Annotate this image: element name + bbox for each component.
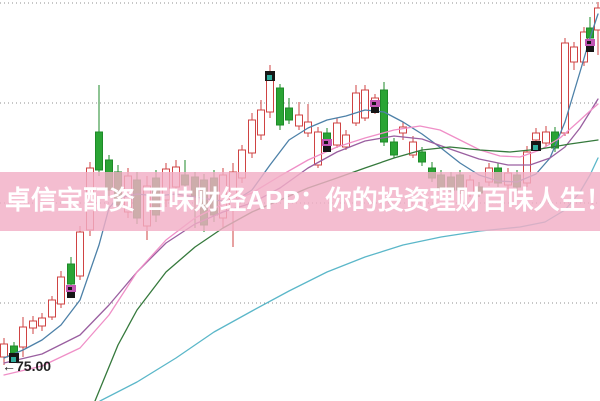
candle-down [276, 84, 284, 130]
candle-up [162, 163, 170, 207]
candle-up [409, 136, 417, 158]
candle-up [48, 296, 56, 320]
trade-marker-icon [370, 100, 380, 113]
candle-up [570, 42, 578, 70]
candle-up [86, 162, 94, 236]
candle-up [466, 175, 474, 197]
trade-marker-icon [265, 71, 275, 81]
ma-line-medium [3, 98, 599, 364]
trade-marker-icon [585, 39, 595, 52]
ma-line-pink [3, 103, 599, 376]
candles [0, 2, 600, 365]
candle-up [238, 145, 246, 183]
candle-down [105, 155, 113, 196]
candle-up [248, 113, 256, 158]
trade-marker-icon [531, 141, 541, 151]
candle-up [542, 126, 550, 147]
candle-down [114, 165, 122, 210]
candle-down [428, 162, 436, 182]
candle-down [390, 138, 398, 158]
price-tag-75: ←75.00 [2, 358, 52, 374]
candle-up [485, 163, 493, 186]
candle-up [352, 85, 360, 126]
gridlines [0, 2, 600, 304]
candle-up [29, 316, 37, 334]
candle-down [95, 85, 103, 176]
candle-down [551, 127, 559, 152]
candle-up [257, 100, 265, 140]
candle-up [361, 85, 369, 121]
trade-marker-icon [322, 139, 332, 152]
trade-marker-icon [66, 285, 76, 298]
candle-up [76, 226, 84, 280]
candle-up [229, 163, 237, 247]
candle-up [504, 168, 512, 189]
candle-up [523, 146, 531, 187]
candle-up [172, 160, 180, 195]
candle-up [143, 176, 151, 240]
candle-down [494, 163, 502, 187]
candle-up [342, 130, 350, 150]
trade-marker-icon [9, 353, 19, 363]
candle-down [475, 182, 483, 197]
candle-up [304, 104, 312, 137]
candle-down [437, 170, 445, 192]
candle-up [0, 338, 8, 365]
candle-up [314, 127, 322, 168]
candle-down [285, 98, 293, 124]
candle-up [57, 271, 65, 308]
candle-down [181, 160, 189, 191]
candle-up [219, 168, 227, 228]
candle-down [456, 170, 464, 194]
candle-down [380, 82, 388, 146]
candle-up [124, 168, 132, 218]
candle-up [333, 118, 341, 148]
candle-up [295, 102, 303, 130]
candle-down [133, 172, 141, 224]
candle-down [67, 257, 75, 288]
candle-down [200, 174, 208, 232]
candle-down [447, 172, 455, 194]
candle-up [594, 2, 600, 55]
trade-markers [9, 39, 595, 363]
candle-up [38, 313, 46, 331]
